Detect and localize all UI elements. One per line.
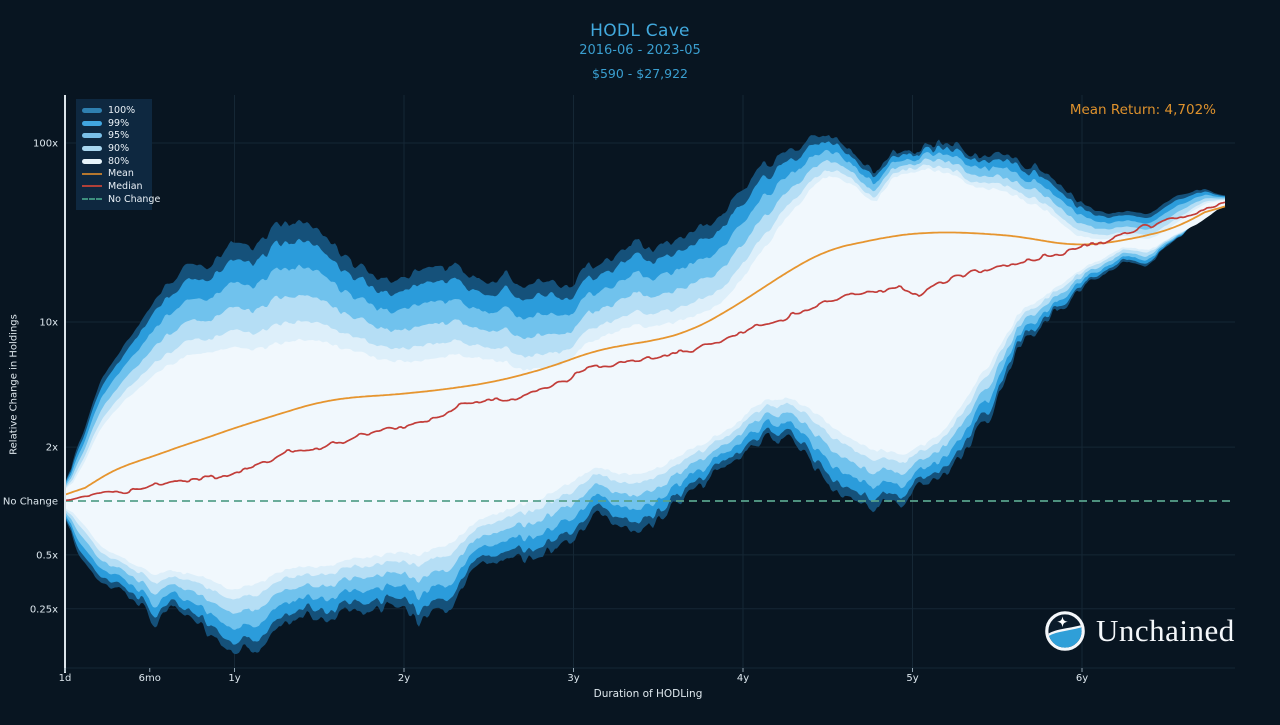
legend-label: 99%: [108, 117, 130, 129]
legend-swatch-band: [82, 133, 102, 139]
x-tick-label: 1d: [59, 673, 72, 684]
x-tick-label: 1y: [228, 673, 240, 684]
y-tick-label: 0.5x: [36, 550, 58, 561]
chart-lines: [64, 201, 1232, 502]
percentile-bands: [65, 135, 1225, 655]
legend: 100% 99% 95% 90% 80% Mean Median No Change: [76, 99, 160, 210]
x-tick-label: 4y: [737, 673, 749, 684]
legend-swatch-band: [82, 158, 102, 164]
legend-swatch-band: [82, 120, 102, 126]
legend-swatch-band: [82, 107, 102, 113]
median-line: [64, 201, 1226, 502]
legend-swatch-band: [82, 145, 102, 151]
legend-label: 90%: [108, 142, 130, 154]
legend-item-median: Median: [76, 180, 152, 193]
legend-label: Mean: [108, 168, 134, 180]
y-tick-label: 100x: [33, 139, 58, 150]
legend-label: 80%: [108, 155, 130, 167]
y-tick-label: 0.25x: [30, 604, 58, 615]
y-tick-label: 10x: [39, 318, 58, 329]
legend-label: 100%: [108, 104, 136, 116]
x-tick-label: 2y: [398, 673, 410, 684]
axes: [64, 95, 1083, 673]
mean-return-label: Mean Return: 4,702%: [1069, 102, 1216, 118]
x-tick-label: 6y: [1076, 673, 1088, 684]
band-interior: [65, 168, 1225, 590]
unchained-logo: Unchained: [1042, 608, 1235, 654]
y-tick-label: 2x: [46, 443, 58, 454]
legend-swatch-line: [82, 172, 102, 175]
legend-item-mean: Mean: [76, 167, 152, 180]
unchained-logo-text: Unchained: [1096, 613, 1235, 648]
x-tick-label: 3y: [567, 673, 579, 684]
legend-label: 95%: [108, 130, 130, 142]
legend-item-80-: 80%: [76, 155, 152, 168]
legend-item-99-: 99%: [76, 117, 152, 130]
unchained-logo-icon: [1045, 611, 1085, 651]
mean-line: [64, 205, 1226, 496]
x-axis-title: Duration of HODLing: [593, 688, 703, 700]
x-tick-label: 6mo: [139, 673, 161, 684]
legend-item-no-change: No Change: [76, 193, 160, 206]
y-tick-label: No Change: [3, 497, 58, 508]
y-axis-title: Relative Change in Holdings: [8, 314, 20, 455]
x-tick-label: 5y: [906, 673, 918, 684]
legend-swatch-dash: [82, 198, 102, 201]
tick-labels: 1d 6mo 1y 2y 3y 4y 5y 6y 100x 10x 2x No Change 0.5x 0…: [3, 139, 1088, 685]
legend-item-95-: 95%: [76, 129, 152, 142]
legend-swatch-line: [82, 185, 102, 188]
legend-item-90-: 90%: [76, 142, 152, 155]
legend-label: Median: [108, 180, 143, 192]
legend-label: No Change: [108, 193, 161, 205]
legend-item-100-: 100%: [76, 104, 152, 117]
